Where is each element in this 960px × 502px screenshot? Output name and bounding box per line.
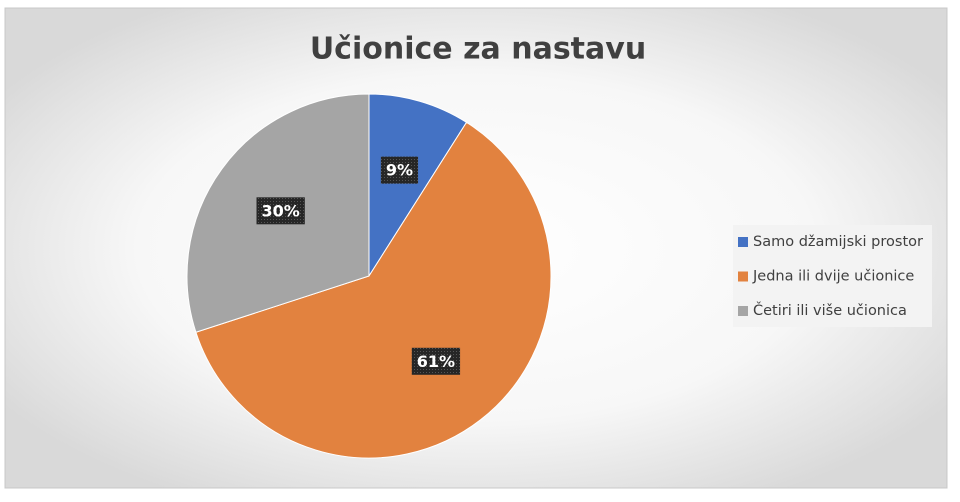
legend-label: Četiri ili više učionica <box>753 301 907 319</box>
data-label-box <box>411 347 461 375</box>
pie-slice <box>195 121 552 459</box>
legend-swatch <box>738 306 748 316</box>
data-label: 61% <box>417 352 455 371</box>
legend-label: Jedna ili dvije učionice <box>752 269 914 285</box>
data-label: 9% <box>386 161 413 180</box>
data-label-box <box>256 197 305 225</box>
legend-swatch <box>738 237 748 247</box>
legend-swatch <box>738 271 748 282</box>
chart-title: Učionice za nastavu <box>310 32 646 67</box>
data-label-box <box>380 156 419 184</box>
pie-slice <box>368 93 468 278</box>
data-label: 30% <box>262 201 300 220</box>
legend-label: Samo džamijski prostor <box>753 234 923 250</box>
legend-box <box>733 225 932 327</box>
